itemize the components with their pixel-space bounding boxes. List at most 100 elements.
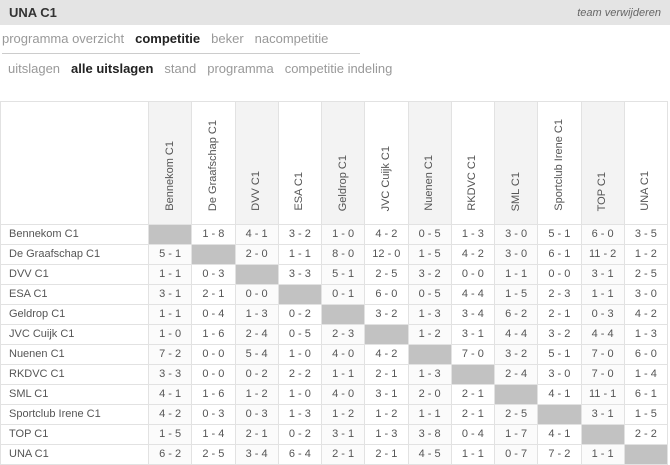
score-cell: 1 - 3: [277, 404, 323, 425]
column-header-label: TOP C1: [596, 171, 609, 211]
score-cell: 2 - 5: [623, 264, 669, 285]
score-cell: 1 - 4: [623, 364, 669, 385]
score-cell: 1 - 2: [320, 404, 366, 425]
score-cell: 3 - 8: [407, 424, 452, 445]
column-header-label: Bennekom C1: [163, 141, 176, 211]
score-cell: 1 - 0: [320, 224, 366, 245]
score-cell: 3 - 1: [364, 384, 409, 405]
score-cell: 0 - 0: [450, 264, 496, 285]
score-cell: 1 - 1: [580, 284, 625, 305]
score-cell: 0 - 5: [407, 224, 452, 245]
diagonal-cell: [364, 324, 409, 345]
score-cell: 5 - 1: [537, 224, 582, 245]
score-cell: 2 - 1: [364, 364, 409, 385]
score-cell: 5 - 1: [537, 344, 582, 365]
score-cell: 5 - 4: [234, 344, 279, 365]
diagonal-cell: [407, 344, 452, 365]
column-header: TOP C1: [580, 101, 625, 225]
score-cell: 2 - 1: [537, 304, 582, 325]
score-cell: 0 - 5: [277, 324, 323, 345]
column-header-label: UNA C1: [639, 171, 652, 211]
tab-competitie[interactable]: competitie: [135, 31, 201, 46]
score-cell: 4 - 4: [580, 324, 625, 345]
score-cell: 1 - 1: [320, 364, 366, 385]
subtab-uitslagen[interactable]: uitslagen: [8, 61, 61, 76]
row-header: Nuenen C1: [0, 344, 149, 365]
column-header: Sportclub Irene C1: [537, 101, 582, 225]
column-header-label: De Graafschap C1: [206, 119, 219, 211]
score-cell: 4 - 2: [364, 344, 409, 365]
subtab-programma[interactable]: programma: [207, 61, 274, 76]
tab-programma-overzicht[interactable]: programma overzicht: [2, 31, 125, 46]
diagonal-cell: [623, 444, 669, 465]
score-cell: 6 - 0: [364, 284, 409, 305]
row-header: ESA C1: [0, 284, 149, 305]
column-header: JVC Cuijk C1: [364, 101, 409, 225]
diagonal-cell: [537, 404, 582, 425]
score-cell: 1 - 6: [191, 324, 236, 345]
diagonal-cell: [580, 424, 625, 445]
remove-team-link[interactable]: team verwijderen: [577, 6, 661, 19]
score-cell: 4 - 2: [364, 224, 409, 245]
score-cell: 2 - 0: [234, 244, 279, 265]
score-cell: 3 - 1: [450, 324, 496, 345]
score-cell: 4 - 1: [234, 224, 279, 245]
score-cell: 0 - 4: [450, 424, 496, 445]
score-cell: 7 - 2: [537, 444, 582, 465]
column-header: UNA C1: [623, 101, 669, 225]
score-cell: 0 - 4: [191, 304, 236, 325]
score-cell: 1 - 8: [191, 224, 236, 245]
column-header-label: SML C1: [509, 171, 522, 211]
score-cell: 2 - 1: [450, 384, 496, 405]
score-cell: 4 - 5: [407, 444, 452, 465]
score-cell: 6 - 2: [147, 444, 193, 465]
score-cell: 7 - 0: [580, 364, 625, 385]
subtab-competitie-indeling[interactable]: competitie indeling: [284, 61, 393, 76]
score-cell: 6 - 4: [277, 444, 323, 465]
score-cell: 3 - 0: [493, 244, 539, 265]
score-cell: 3 - 0: [623, 284, 669, 305]
score-cell: 3 - 3: [277, 264, 323, 285]
score-cell: 1 - 1: [407, 404, 452, 425]
score-cell: 2 - 2: [277, 364, 323, 385]
subtab-stand[interactable]: stand: [164, 61, 197, 76]
score-cell: 4 - 0: [320, 384, 366, 405]
score-cell: 11 - 1: [580, 384, 625, 405]
score-cell: 2 - 4: [234, 324, 279, 345]
score-cell: 3 - 0: [537, 364, 582, 385]
column-header-label: ESA C1: [293, 172, 306, 211]
score-cell: 1 - 5: [407, 244, 452, 265]
score-cell: 1 - 0: [277, 384, 323, 405]
score-cell: 11 - 2: [580, 244, 625, 265]
row-header: Geldrop C1: [0, 304, 149, 325]
column-header: SML C1: [493, 101, 539, 225]
score-cell: 3 - 1: [147, 284, 193, 305]
column-header-label: Sportclub Irene C1: [552, 119, 565, 211]
score-cell: 4 - 1: [537, 384, 582, 405]
score-cell: 2 - 1: [450, 404, 496, 425]
score-cell: 4 - 1: [147, 384, 193, 405]
tab-nacompetitie[interactable]: nacompetitie: [254, 31, 329, 46]
score-cell: 3 - 3: [147, 364, 193, 385]
subtab-alle-uitslagen[interactable]: alle uitslagen: [71, 61, 154, 76]
score-cell: 2 - 1: [320, 444, 366, 465]
score-cell: 1 - 3: [623, 324, 669, 345]
score-cell: 2 - 1: [191, 284, 236, 305]
score-cell: 0 - 1: [320, 284, 366, 305]
score-cell: 1 - 4: [191, 424, 236, 445]
score-cell: 5 - 1: [147, 244, 193, 265]
score-cell: 7 - 0: [450, 344, 496, 365]
score-cell: 1 - 2: [234, 384, 279, 405]
score-cell: 1 - 2: [364, 404, 409, 425]
score-cell: 0 - 2: [277, 424, 323, 445]
score-cell: 4 - 4: [450, 284, 496, 305]
score-cell: 6 - 0: [580, 224, 625, 245]
tab-beker[interactable]: beker: [211, 31, 244, 46]
score-cell: 1 - 1: [580, 444, 625, 465]
